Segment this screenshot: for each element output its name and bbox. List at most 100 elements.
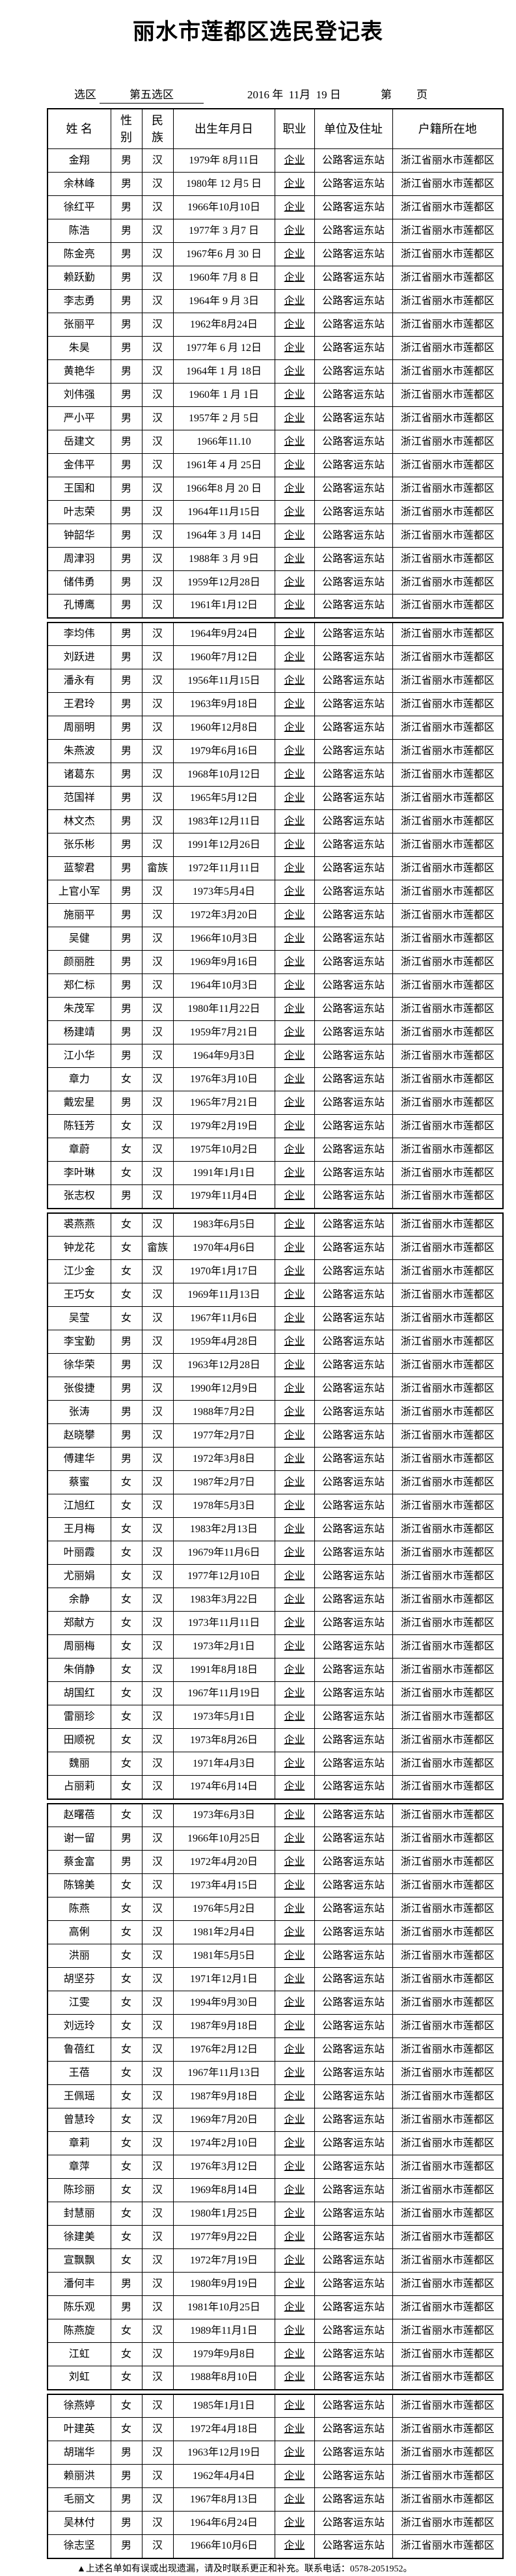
cell-household-registration: 浙江省丽水市莲都区 <box>392 2417 504 2441</box>
cell-employer-address: 公路客运东站 <box>314 927 393 951</box>
cell-occupation: 企业 <box>274 1161 315 1185</box>
ethnicity-value: 汉 <box>152 1996 163 2008</box>
employer-address-value: 公路客运东站 <box>321 1382 385 1394</box>
employer-address-value: 公路客运东站 <box>321 1312 385 1324</box>
cell-occupation: 企业 <box>274 2487 315 2512</box>
gender-value: 女 <box>120 1073 131 1085</box>
birth-date-value: 1983年6月5日 <box>192 1218 255 1230</box>
employer-address-value: 公路客运东站 <box>321 436 385 447</box>
cell-occupation: 企业 <box>274 406 315 430</box>
household-registration-value: 浙江省丽水市莲都区 <box>400 1734 495 1746</box>
cell-birth-date: 1972年4月18日 <box>172 2417 275 2441</box>
cell-gender: 男 <box>110 1353 143 1377</box>
cell-household-registration: 浙江省丽水市莲都区 <box>392 359 504 384</box>
cell-birth-date: 1967年11月6日 <box>172 1306 275 1330</box>
occupation-value: 企业 <box>284 1453 305 1464</box>
name-value: 吴莹 <box>68 1312 90 1324</box>
cell-gender: 女 <box>110 2084 143 2108</box>
cell-occupation: 企业 <box>274 1517 315 1541</box>
table-row: 李志勇男汉 1964年 9 月 3日 企业 公路客运东站 浙江省丽水市莲都区 <box>47 289 504 313</box>
table-row: 陈燕旋女汉 1989年11月1日 企业 公路客运东站 浙江省丽水市莲都区 <box>47 2319 504 2343</box>
cell-ethnicity: 汉 <box>141 219 174 243</box>
cell-gender: 女 <box>110 1541 143 1565</box>
cell-employer-address: 公路客运东站 <box>314 524 393 548</box>
cell-ethnicity: 汉 <box>141 1114 174 1138</box>
ethnicity-value: 汉 <box>152 1406 163 1418</box>
birth-date-value: 1969年11月13日 <box>187 1289 260 1300</box>
cell-household-registration: 浙江省丽水市莲都区 <box>392 1827 504 1851</box>
cell-employer-address: 公路客运东站 <box>314 2534 393 2558</box>
column-header-label: 户籍所在地 <box>418 122 477 135</box>
cell-ethnicity: 汉 <box>141 973 174 998</box>
employer-address-value: 公路客运东站 <box>321 2470 385 2482</box>
cell-occupation: 企业 <box>274 1541 315 1565</box>
employer-address-value: 公路客运东站 <box>321 1026 385 1038</box>
cell-ethnicity: 汉 <box>141 148 174 173</box>
cell-birth-date: 19679年11月6日 <box>172 1541 275 1565</box>
cell-occupation: 企业 <box>274 242 315 266</box>
name-value: 陈乐观 <box>63 2301 95 2313</box>
cell-household-registration: 浙江省丽水市莲都区 <box>392 1377 504 1401</box>
cell-birth-date: 1964年11月15日 <box>172 500 275 524</box>
employer-address-value: 公路客运东站 <box>321 529 385 541</box>
cell-ethnicity: 汉 <box>141 406 174 430</box>
household-registration-value: 浙江省丽水市莲都区 <box>400 1570 495 1582</box>
occupation-value: 企业 <box>284 768 305 780</box>
birth-date-value: 1983年2月13日 <box>189 1523 258 1535</box>
employer-address-value: 公路客运东站 <box>321 1781 385 1793</box>
table-row: 张俊捷男汉 1990年12月9日 企业 公路客运东站 浙江省丽水市莲都区 <box>47 1377 504 1401</box>
cell-employer-address: 公路客运东站 <box>314 1306 393 1330</box>
occupation-value: 企业 <box>284 2067 305 2079</box>
cell-employer-address: 公路客运东站 <box>314 1658 393 1682</box>
gender-value: 男 <box>120 2470 131 2482</box>
ethnicity-value: 汉 <box>152 2207 163 2219</box>
name-value: 曾慧玲 <box>63 2114 95 2125</box>
cell-occupation: 企业 <box>274 2108 315 2132</box>
name-value: 王蓓 <box>68 2067 90 2079</box>
gender-value: 男 <box>120 201 131 213</box>
employer-address-value: 公路客运东站 <box>321 1406 385 1418</box>
ethnicity-value: 汉 <box>152 932 163 944</box>
household-registration-value: 浙江省丽水市莲都区 <box>400 178 495 189</box>
employer-address-value: 公路客运东站 <box>321 1617 385 1629</box>
birth-date-value: 1988年8月10日 <box>189 2372 258 2383</box>
cell-birth-date: 1973年5月4日 <box>172 880 275 904</box>
cell-ethnicity: 汉 <box>141 1283 174 1307</box>
occupation-value: 企业 <box>284 1687 305 1699</box>
cell-ethnicity: 汉 <box>141 2248 174 2273</box>
gender-value: 男 <box>120 1336 131 1347</box>
cell-employer-address: 公路客运东站 <box>314 1161 393 1185</box>
cell-occupation: 企业 <box>274 2061 315 2085</box>
cell-name: 黄艳华 <box>47 359 111 384</box>
occupation-value: 企业 <box>284 956 305 968</box>
gender-value: 男 <box>120 745 131 757</box>
cell-birth-date: 1969年11月13日 <box>172 1283 275 1307</box>
employer-address-value: 公路客运东站 <box>321 1664 385 1675</box>
ethnicity-value: 汉 <box>152 154 163 166</box>
employer-address-value: 公路客运东站 <box>321 272 385 283</box>
cell-name: 王月梅 <box>47 1517 111 1541</box>
ethnicity-value: 汉 <box>152 1664 163 1675</box>
table-row: 赵晓攀男汉 1977年2月7日 企业 公路客运东站 浙江省丽水市莲都区 <box>47 1423 504 1448</box>
cell-employer-address: 公路客运东站 <box>314 1705 393 1729</box>
cell-birth-date: 1987年2月7日 <box>172 1470 275 1494</box>
birth-date-value: 1985年1月1日 <box>192 2400 255 2411</box>
cell-gender: 男 <box>110 594 143 618</box>
occupation-value: 企业 <box>284 1973 305 1985</box>
cell-employer-address: 公路客运东站 <box>314 1400 393 1424</box>
employer-address-value: 公路客运东站 <box>321 2231 385 2243</box>
cell-birth-date: 1962年8月24日 <box>172 313 275 337</box>
cell-employer-address: 公路客运东站 <box>314 903 393 927</box>
name-value: 周丽梅 <box>63 1640 95 1652</box>
cell-employer-address: 公路客运东站 <box>314 2178 393 2202</box>
name-value: 储伟勇 <box>63 576 95 588</box>
ethnicity-value: 汉 <box>152 1190 163 1202</box>
cell-employer-address: 公路客运东站 <box>314 2084 393 2108</box>
district-value: 第五选区 <box>100 87 204 104</box>
cell-employer-address: 公路客运东站 <box>314 739 393 763</box>
cell-name: 赵曙蓓 <box>47 1803 111 1827</box>
birth-date-value: 1970年4月6日 <box>192 1242 255 1253</box>
cell-household-registration: 浙江省丽水市莲都区 <box>392 1236 504 1260</box>
cell-household-registration: 浙江省丽水市莲都区 <box>392 973 504 998</box>
cell-ethnicity: 汉 <box>141 1447 174 1471</box>
